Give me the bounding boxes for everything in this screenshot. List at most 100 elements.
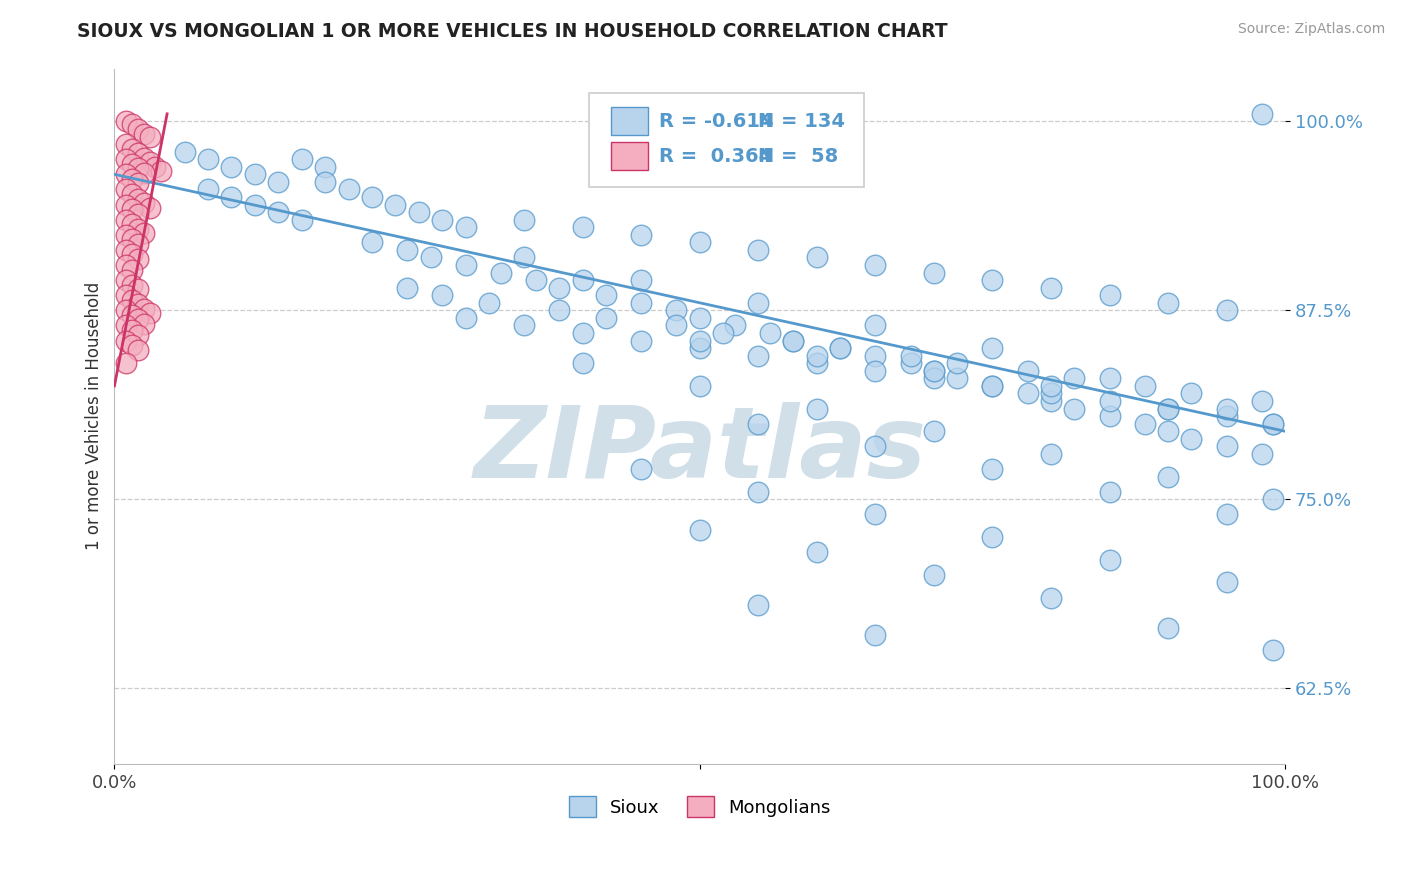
Point: [1157, 621, 1180, 635]
Point: [524, 273, 547, 287]
Point: [127, 161, 149, 176]
Point: [454, 258, 477, 272]
Point: [1133, 417, 1156, 431]
Point: [115, 227, 138, 242]
Point: [806, 349, 828, 363]
Point: [121, 172, 143, 186]
Point: [121, 293, 143, 307]
Point: [115, 273, 138, 287]
Point: [900, 349, 922, 363]
Point: [747, 417, 769, 431]
Point: [922, 371, 945, 385]
Point: [121, 157, 143, 171]
Point: [361, 190, 384, 204]
Point: [115, 356, 138, 370]
Point: [127, 122, 149, 136]
Point: [630, 334, 652, 348]
Point: [127, 282, 149, 296]
Point: [981, 379, 1004, 393]
Point: [747, 295, 769, 310]
Point: [396, 243, 419, 257]
Point: [138, 129, 160, 144]
Point: [513, 212, 536, 227]
Point: [243, 167, 266, 181]
Point: [806, 545, 828, 559]
Point: [571, 273, 593, 287]
Point: [115, 197, 138, 211]
Text: Source: ZipAtlas.com: Source: ZipAtlas.com: [1237, 22, 1385, 37]
Point: [127, 312, 149, 326]
Point: [314, 175, 336, 189]
Point: [1098, 409, 1121, 424]
Point: [127, 343, 149, 357]
Point: [138, 201, 160, 215]
Point: [1250, 107, 1272, 121]
Point: [115, 288, 138, 302]
Point: [121, 262, 143, 277]
Text: R = -0.614: R = -0.614: [659, 112, 773, 131]
Point: [478, 295, 501, 310]
Point: [747, 484, 769, 499]
Point: [121, 186, 143, 201]
Point: [115, 114, 138, 128]
Point: [689, 523, 711, 537]
Point: [396, 281, 419, 295]
Point: [922, 364, 945, 378]
Point: [115, 182, 138, 196]
Point: [121, 118, 143, 132]
Point: [121, 142, 143, 156]
Point: [630, 227, 652, 242]
Point: [595, 310, 617, 325]
Point: [630, 295, 652, 310]
Point: [689, 310, 711, 325]
Point: [747, 598, 769, 612]
Point: [1263, 492, 1285, 507]
Point: [127, 206, 149, 220]
Point: [291, 212, 314, 227]
Point: [513, 318, 536, 333]
Point: [138, 306, 160, 320]
Point: [121, 247, 143, 261]
Point: [1215, 575, 1237, 590]
Point: [548, 281, 571, 295]
Point: [337, 182, 360, 196]
Point: [1098, 371, 1121, 385]
Point: [665, 303, 688, 318]
Point: [513, 251, 536, 265]
Point: [1215, 303, 1237, 318]
Point: [314, 160, 336, 174]
Point: [138, 155, 160, 169]
Text: N =  58: N = 58: [758, 146, 838, 166]
Point: [689, 341, 711, 355]
Point: [806, 401, 828, 416]
Text: N = 134: N = 134: [758, 112, 845, 131]
Point: [665, 318, 688, 333]
Point: [865, 318, 887, 333]
Point: [432, 288, 454, 302]
Point: [922, 266, 945, 280]
Text: SIOUX VS MONGOLIAN 1 OR MORE VEHICLES IN HOUSEHOLD CORRELATION CHART: SIOUX VS MONGOLIAN 1 OR MORE VEHICLES IN…: [77, 22, 948, 41]
Point: [132, 227, 155, 241]
Point: [689, 235, 711, 250]
Point: [922, 567, 945, 582]
Point: [630, 462, 652, 476]
Point: [922, 425, 945, 439]
Point: [1157, 425, 1180, 439]
Point: [1215, 401, 1237, 416]
Point: [711, 326, 734, 340]
Point: [571, 220, 593, 235]
Point: [1215, 508, 1237, 522]
Point: [1180, 386, 1202, 401]
Point: [1250, 394, 1272, 409]
Point: [922, 364, 945, 378]
Point: [121, 323, 143, 337]
Point: [1040, 394, 1063, 409]
Text: ZIPatlas: ZIPatlas: [474, 402, 927, 500]
Point: [132, 301, 155, 316]
Point: [221, 190, 243, 204]
FancyBboxPatch shape: [610, 142, 648, 170]
Point: [127, 327, 149, 342]
Point: [1263, 643, 1285, 657]
Point: [630, 273, 652, 287]
Point: [408, 205, 430, 219]
